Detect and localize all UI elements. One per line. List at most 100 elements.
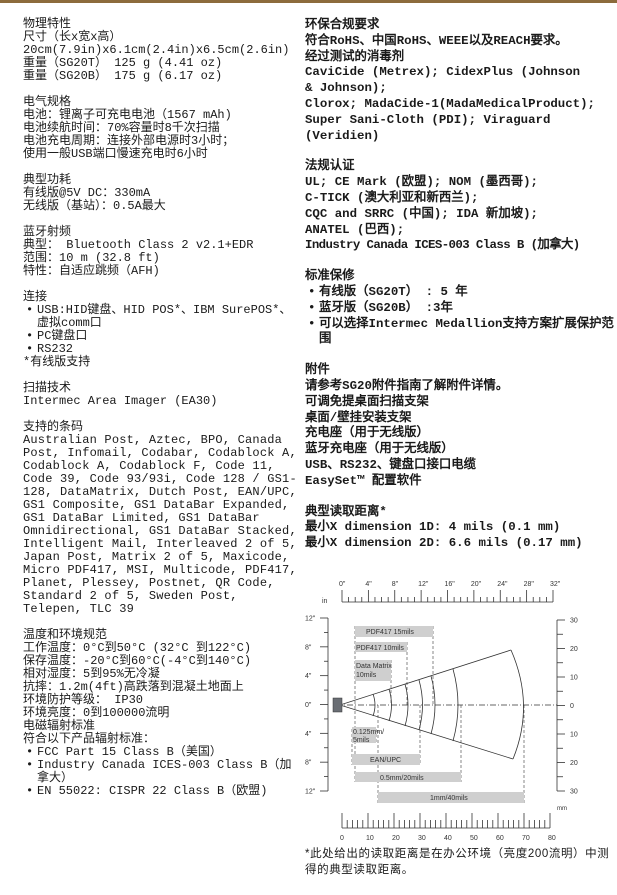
bottom-tick-label: 70: [522, 835, 530, 842]
spec-line: 相对湿度：5到95%无冷凝: [23, 667, 160, 681]
bullet-item: PC键盘口: [23, 330, 303, 344]
mm0125-label-2: 5mils: [353, 737, 370, 744]
spec-line: 经过测试的消毒剂: [305, 49, 405, 64]
datamatrix-label-2: 10mils: [356, 672, 377, 679]
right-tick-label: 30: [570, 789, 578, 796]
spec-line: USB、RS232、键盘口接口电缆: [305, 457, 477, 472]
spec-line: 符合RoHS、中国RoHS、WEEE以及REACH要求。: [305, 33, 568, 48]
mm05-box: [355, 772, 461, 782]
left-tick-label: 4": [305, 673, 312, 680]
bottom-tick-label: 10: [366, 835, 374, 842]
top-tick-label: 8": [392, 581, 399, 588]
spec-line: 充电座（用于无线版）: [305, 426, 429, 441]
spec-line: 最小X dimension 1D: 4 mils (0.1 mm): [305, 520, 561, 535]
spec-line: C-TICK (澳大利亚和新西兰);: [305, 190, 479, 205]
section-title: 典型功耗: [23, 173, 72, 187]
spec-line: 范围：10 m (32.8 ft): [23, 251, 160, 265]
section-title: 蓝牙射频: [23, 225, 72, 239]
spec-line: 尺寸（长x宽x高）: [23, 30, 122, 44]
right-tick-label: 20: [570, 646, 578, 653]
section-title: 物理特性: [23, 17, 72, 31]
left-tick-label: 0": [305, 702, 312, 709]
bullet-item: USB:HID键盘、HID POS*、IBM SurePOS*、虚拟comm口: [23, 304, 303, 330]
spec-line: 环境亮度：0到100000流明: [23, 706, 170, 720]
symbologies-text: Australian Post, Aztec, BPO, Canada Post…: [23, 433, 297, 616]
section-title: 典型读取距离*: [305, 504, 387, 519]
spec-line: Industry Canada ICES-003 Class B (加拿大): [305, 238, 580, 253]
left-tick-label: 4": [305, 731, 312, 738]
bottom-tick-label: 50: [470, 835, 478, 842]
top-tick-label: 32": [550, 581, 561, 588]
spec-line: EasySet™ 配置软件: [305, 473, 422, 488]
spec-line: 重量（SG20B） 175 g (6.17 oz): [23, 69, 223, 83]
top-tick-label: 20": [471, 581, 482, 588]
top-tick-label: 24": [497, 581, 508, 588]
top-border: [0, 0, 617, 3]
spec-line: 无线版（基站）：0.5A最大: [23, 199, 166, 213]
right-tick-label: 10: [570, 675, 578, 682]
spec-line: (Veridien): [305, 128, 380, 143]
regulatory-section: 法规认证 UL; CE Mark (欧盟); NOM (墨西哥); C-TICK…: [305, 159, 615, 254]
compliance-section: 环保合规要求 符合RoHS、中国RoHS、WEEE以及REACH要求。 经过测试…: [305, 18, 615, 144]
bullet-item: Industry Canada ICES-003 Class B（加拿大）: [23, 759, 303, 785]
electrical-section: 电气规格 电池：锂离子可充电电池（1567 mAh) 电池续航时间：70%容量时…: [23, 96, 303, 161]
spec-line: CaviCide (Metrex); CidexPlus (Johnson: [305, 65, 581, 80]
environment-section: 温度和环境规范 工作温度：0°C到50°C (32°C 到122°C) 保存温度…: [23, 628, 303, 799]
right-tick-label: 0: [570, 703, 574, 710]
bottom-tick-label: 0: [340, 835, 344, 842]
bottom-tick-label: 30: [418, 835, 426, 842]
section-title: 扫描技术: [23, 381, 72, 395]
spec-line: UL; CE Mark (欧盟); NOM (墨西哥);: [305, 175, 538, 190]
spec-line: 环境防护等级： IP30: [23, 693, 144, 707]
pdf417-15mils-label: PDF417 15mils: [366, 629, 414, 636]
ean-upc-box: [352, 754, 420, 765]
scanner-icon: [332, 697, 343, 713]
left-column: 物理特性 尺寸（长x宽x高） 20cm(7.9in)x6.1cm(2.4in)x…: [23, 18, 303, 811]
symbologies-section: 支持的条码 Australian Post, Aztec, BPO, Canad…: [23, 421, 303, 616]
left-tick-label: 12": [305, 789, 316, 796]
spec-line: 典型： Bluetooth Class 2 v2.1+EDR: [23, 238, 254, 252]
spec-line: & Johnson);: [305, 81, 387, 96]
bottom-tick-label: 60: [496, 835, 504, 842]
bottom-ruler: 0 10 20 30 40 50 60 70 80: [340, 813, 556, 842]
accessories-section: 附件 请参考SG20附件指南了解附件详情。 可调免提桌面扫描支架 桌面/壁挂安装…: [305, 363, 615, 489]
section-title: 附件: [305, 363, 330, 378]
left-tick-label: 8": [305, 760, 312, 767]
physical-section: 物理特性 尺寸（长x宽x高） 20cm(7.9in)x6.1cm(2.4in)x…: [23, 18, 303, 83]
mm0125-box: [352, 727, 376, 743]
datamatrix-label: Data Matrix: [356, 663, 392, 670]
top-tick-label: 0": [339, 581, 346, 588]
top-tick-label: 4": [365, 581, 372, 588]
mm1-label: 1mm/40mils: [430, 795, 468, 802]
spec-line: 符合以下产品辐射标准：: [23, 732, 156, 746]
top-ruler-labels: 0" 4" 8" 12" 16" 20" 24" 28" 32": [339, 581, 561, 588]
section-title: 温度和环境规范: [23, 628, 108, 642]
top-tick-label: 16": [445, 581, 456, 588]
spec-line: 重量（SG20T） 125 g (4.41 oz): [23, 56, 223, 70]
ean-upc-label: EAN/UPC: [370, 757, 401, 764]
right-column: 环保合规要求 符合RoHS、中国RoHS、WEEE以及REACH要求。 经过测试…: [305, 18, 615, 567]
spec-line: 工作温度：0°C到50°C (32°C 到122°C): [23, 641, 252, 655]
right-tick-label: 10: [570, 732, 578, 739]
scan-field-cone: [339, 649, 524, 760]
spec-line: 请参考SG20附件指南了解附件详情。: [305, 378, 509, 393]
spec-line: 最小X dimension 2D: 6.6 mils (0.17 mm): [305, 536, 583, 551]
bullet-item: 蓝牙版（SG20B） :3年: [305, 301, 615, 317]
spec-line: ANATEL (巴西);: [305, 222, 405, 237]
mm0125-label: 0.125mm/: [353, 729, 384, 736]
bottom-tick-label: 20: [392, 835, 400, 842]
spec-line: 电池充电周期：连接外部电源时3小时；: [23, 134, 235, 148]
spec-line: 蓝牙充电座（用于无线版）: [305, 442, 454, 457]
top-tick-label: 12": [418, 581, 429, 588]
spec-line: 电池续航时间：70%容量时8千次扫描: [23, 121, 220, 135]
section-title: 连接: [23, 290, 48, 304]
scan-tech-section: 扫描技术 Intermec Area Imager (EA30): [23, 382, 303, 408]
bullet-item: 有线版（SG20T） : 5 年: [305, 285, 615, 301]
spec-line: 桌面/壁挂安装支架: [305, 410, 412, 425]
pdf417-10mils-box: [355, 642, 407, 652]
read-range-section: 典型读取距离* 最小X dimension 1D: 4 mils (0.1 mm…: [305, 505, 615, 552]
spec-line: 使用一般USB端口慢速充电时6小时: [23, 147, 208, 161]
spec-line: Super Sani-Cloth (PDI); Viraguard: [305, 112, 551, 127]
top-tick-label: 28": [524, 581, 535, 588]
